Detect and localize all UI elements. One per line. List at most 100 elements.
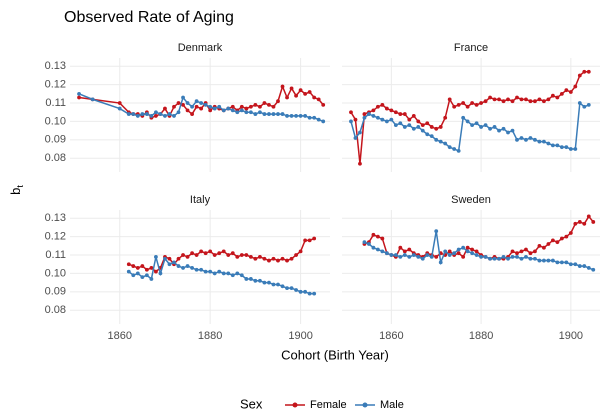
data-point (276, 99, 280, 104)
data-point (258, 278, 262, 283)
data-point (203, 102, 208, 107)
data-point (176, 101, 181, 105)
data-point (452, 251, 457, 256)
data-point (550, 258, 555, 263)
data-point (199, 101, 204, 105)
data-point (577, 101, 582, 105)
data-point (181, 253, 185, 257)
data-point (239, 253, 244, 257)
data-point (239, 273, 244, 278)
data-point (577, 264, 582, 268)
data-point (384, 251, 389, 256)
data-point (470, 123, 475, 128)
data-point (402, 125, 407, 129)
data-point (524, 137, 528, 142)
data-point (461, 245, 466, 250)
data-point (537, 243, 542, 248)
data-point (488, 95, 492, 100)
data-point (375, 234, 380, 239)
data-point (524, 254, 528, 259)
data-point (510, 99, 515, 104)
data-point (586, 214, 591, 219)
data-point (389, 117, 394, 122)
data-point (276, 282, 280, 287)
data-point (289, 86, 294, 91)
data-point (420, 128, 425, 133)
data-point (267, 112, 271, 116)
y-tick-label: 0.09 (45, 134, 66, 146)
data-point (456, 247, 461, 252)
panel-title: Italy (190, 194, 211, 206)
data-point (190, 112, 194, 116)
data-point (577, 220, 582, 224)
data-point (537, 139, 542, 144)
data-point (367, 112, 371, 116)
data-point (208, 108, 213, 113)
data-point (190, 251, 194, 256)
data-point (533, 249, 537, 254)
data-point (285, 114, 289, 118)
data-point (158, 271, 163, 276)
data-point (501, 99, 506, 104)
data-point (230, 108, 235, 113)
data-point (135, 114, 140, 118)
data-point (362, 115, 367, 120)
data-point (443, 249, 448, 254)
data-point (438, 260, 443, 265)
data-point (497, 256, 501, 261)
data-point (434, 254, 439, 259)
data-point (262, 112, 267, 116)
legend-title: Sex (240, 396, 263, 411)
data-point (398, 245, 403, 250)
data-point (559, 260, 564, 265)
data-point (235, 271, 240, 276)
data-point (239, 108, 244, 113)
data-point (384, 106, 389, 111)
data-point (298, 249, 303, 254)
data-point (321, 119, 326, 124)
data-point (568, 231, 573, 235)
data-point (172, 260, 176, 265)
data-point (398, 254, 403, 259)
data-point (456, 148, 461, 153)
data-point (307, 291, 312, 296)
data-point (358, 130, 362, 135)
data-point (470, 247, 475, 252)
data-point (199, 267, 204, 272)
data-point (267, 102, 271, 107)
data-point (393, 123, 398, 128)
panel-title: France (454, 42, 488, 54)
data-point (194, 104, 199, 109)
data-point (524, 97, 528, 102)
data-point (262, 256, 267, 261)
data-point (564, 234, 569, 239)
data-point (497, 97, 501, 102)
data-point (474, 102, 479, 107)
data-point (533, 137, 537, 142)
data-point (573, 147, 578, 151)
data-point (568, 262, 573, 267)
data-point (515, 251, 519, 256)
data-point (559, 145, 564, 150)
data-point (77, 91, 81, 96)
y-tick-label: 0.11 (45, 97, 66, 109)
data-point (149, 277, 154, 281)
data-point (591, 220, 596, 224)
data-point (140, 275, 145, 280)
y-tick-label: 0.08 (45, 304, 66, 316)
data-point (456, 102, 461, 107)
data-point (483, 123, 488, 128)
data-point (185, 108, 190, 113)
data-point (461, 254, 466, 259)
data-point (425, 132, 430, 137)
data-point (425, 121, 430, 126)
legend-label: Male (380, 399, 404, 411)
data-point (226, 271, 231, 276)
data-point (465, 245, 470, 250)
data-point (239, 104, 244, 109)
data-point (212, 106, 217, 111)
data-point (190, 104, 194, 109)
data-point (253, 278, 258, 283)
data-point (312, 236, 317, 241)
